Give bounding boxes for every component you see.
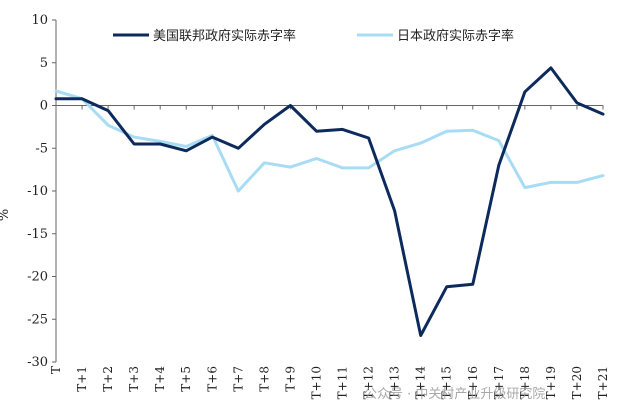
x-tick-label: T+14 bbox=[414, 366, 428, 400]
x-tick-label: T+7 bbox=[231, 366, 245, 392]
series-line-0 bbox=[54, 66, 605, 337]
x-tick-label: T+19 bbox=[544, 366, 558, 399]
x-tick-label: T+2 bbox=[101, 366, 115, 392]
x-tick-label: T bbox=[49, 366, 63, 374]
y-tick-label: 10 bbox=[31, 13, 48, 28]
legend-label-1: 日本政府实际赤字率 bbox=[397, 28, 514, 44]
series-layer bbox=[54, 66, 605, 337]
x-tick-label: T+20 bbox=[570, 366, 584, 399]
x-tick-label: T+10 bbox=[309, 366, 323, 399]
x-tick-label: T+6 bbox=[205, 366, 219, 392]
y-tick-label: -10 bbox=[27, 184, 48, 199]
x-tick-label: T+18 bbox=[518, 366, 532, 399]
x-tick-label: T+13 bbox=[388, 366, 402, 399]
y-tick-label: -20 bbox=[27, 270, 48, 285]
y-tick-label: -25 bbox=[27, 312, 48, 327]
y-tick-label: -30 bbox=[27, 355, 48, 370]
x-axis: T T+1 T+2 T+3 T+4 T+5 T+6 T+7 T+8 T+9 T+10 T+11 T+12… bbox=[49, 105, 610, 400]
x-tick-label: T+16 bbox=[466, 366, 480, 399]
legend-label-0: 美国联邦政府实际赤字率 bbox=[153, 28, 296, 44]
x-tick-label: T+15 bbox=[440, 366, 454, 399]
y-axis: 10 5 0 -5 -10 -15 -20 -25 -30 bbox=[27, 13, 57, 370]
y-tick-label: -15 bbox=[27, 227, 48, 242]
x-tick-label: T+17 bbox=[492, 366, 506, 399]
y-tick-label: -5 bbox=[35, 141, 48, 156]
x-tick-label: T+5 bbox=[179, 366, 193, 392]
x-tick-label: T+11 bbox=[336, 366, 350, 399]
x-tick-label: T+9 bbox=[283, 366, 297, 392]
x-tick-label: T+8 bbox=[257, 366, 271, 392]
legend: 美国联邦政府实际赤字率 日本政府实际赤字率 bbox=[113, 28, 514, 44]
x-tick-label: T+4 bbox=[153, 366, 167, 392]
x-tick-label: T+1 bbox=[75, 366, 89, 392]
y-tick-label: 5 bbox=[40, 56, 48, 71]
x-tick-label: T+12 bbox=[362, 366, 376, 399]
watermark-text: 公众号 · 中关村产业升级研究院 bbox=[364, 387, 545, 402]
y-tick-label: 0 bbox=[40, 99, 48, 114]
y-axis-title: % bbox=[0, 209, 12, 221]
x-tick-label: T+21 bbox=[596, 366, 610, 399]
x-tick-label: T+3 bbox=[127, 366, 141, 392]
series-line-1 bbox=[54, 89, 605, 193]
